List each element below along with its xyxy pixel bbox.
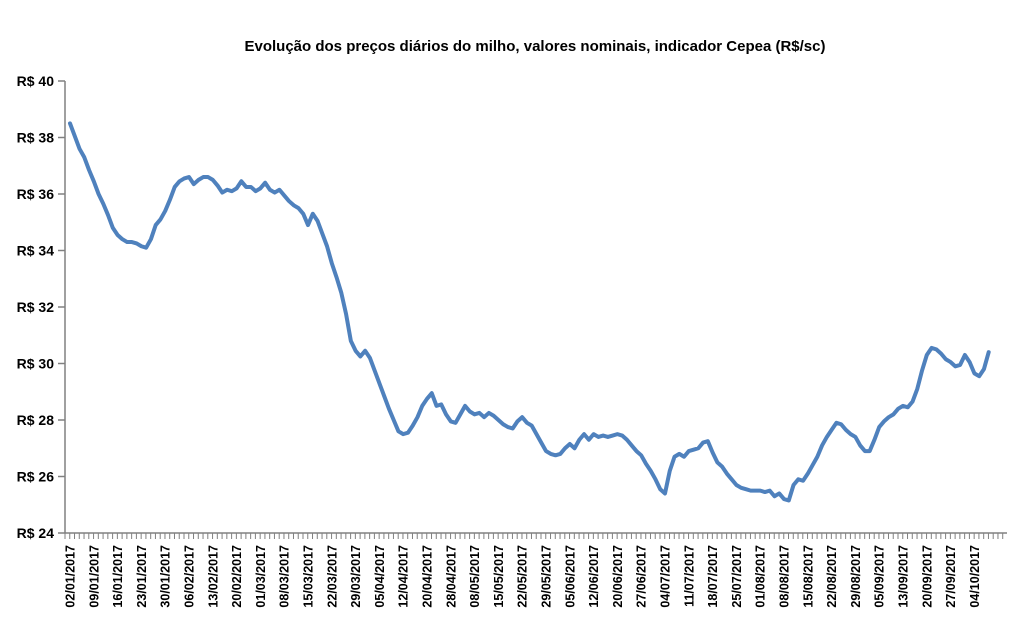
x-tick-label: 02/01/2017 bbox=[64, 545, 78, 608]
x-tick-label: 01/03/2017 bbox=[254, 545, 268, 608]
x-tick-label: 15/08/2017 bbox=[801, 545, 815, 608]
y-tick-label: R$ 34 bbox=[17, 243, 55, 259]
y-tick-label: R$ 26 bbox=[17, 469, 55, 485]
x-tick-label: 05/09/2017 bbox=[873, 545, 887, 608]
x-tick-label: 30/01/2017 bbox=[159, 545, 173, 608]
x-tick-label: 20/06/2017 bbox=[611, 545, 625, 608]
y-tick-label: R$ 24 bbox=[17, 525, 55, 541]
y-tick-label: R$ 32 bbox=[17, 299, 55, 315]
y-tick-label: R$ 38 bbox=[17, 130, 55, 146]
x-tick-label: 08/03/2017 bbox=[278, 545, 292, 608]
x-tick-label: 29/05/2017 bbox=[540, 545, 554, 608]
x-tick-label: 27/09/2017 bbox=[944, 545, 958, 608]
x-tick-label: 25/07/2017 bbox=[730, 545, 744, 608]
x-tick-label: 22/05/2017 bbox=[516, 545, 530, 608]
x-tick-label: 12/06/2017 bbox=[587, 545, 601, 608]
x-tick-label: 20/09/2017 bbox=[920, 545, 934, 608]
x-tick-label: 13/09/2017 bbox=[897, 545, 911, 608]
x-tick-label: 15/03/2017 bbox=[302, 545, 316, 608]
x-tick-label: 11/07/2017 bbox=[682, 545, 696, 607]
x-tick-label: 20/02/2017 bbox=[230, 545, 244, 608]
x-tick-label: 04/10/2017 bbox=[968, 545, 982, 608]
x-tick-label: 20/04/2017 bbox=[421, 545, 435, 608]
y-tick-label: R$ 28 bbox=[17, 412, 55, 428]
x-tick-label: 08/05/2017 bbox=[468, 545, 482, 608]
x-tick-label: 29/03/2017 bbox=[349, 545, 363, 608]
x-tick-label: 06/02/2017 bbox=[183, 545, 197, 608]
x-tick-label: 29/08/2017 bbox=[849, 545, 863, 608]
x-tick-label: 15/05/2017 bbox=[492, 545, 506, 608]
chart-title: Evolução dos preços diários do milho, va… bbox=[244, 38, 826, 55]
x-tick-label: 05/04/2017 bbox=[373, 545, 387, 608]
x-tick-label: 18/07/2017 bbox=[706, 545, 720, 608]
x-tick-label: 22/03/2017 bbox=[325, 545, 339, 608]
x-tick-label: 04/07/2017 bbox=[659, 545, 673, 608]
y-tick-label: R$ 30 bbox=[17, 356, 55, 372]
x-tick-label: 28/04/2017 bbox=[444, 545, 458, 608]
x-tick-label: 27/06/2017 bbox=[635, 545, 649, 608]
x-tick-label: 22/08/2017 bbox=[825, 545, 839, 608]
x-tick-label: 23/01/2017 bbox=[135, 545, 149, 608]
y-tick-label: R$ 40 bbox=[17, 73, 55, 89]
x-tick-label: 13/02/2017 bbox=[206, 545, 220, 608]
x-tick-label: 09/01/2017 bbox=[87, 545, 101, 608]
x-tick-label: 01/08/2017 bbox=[754, 545, 768, 608]
x-tick-label: 05/06/2017 bbox=[563, 545, 577, 608]
y-tick-label: R$ 36 bbox=[17, 186, 55, 202]
x-tick-label: 16/01/2017 bbox=[111, 545, 125, 608]
x-tick-label: 12/04/2017 bbox=[397, 545, 411, 608]
x-tick-label: 08/08/2017 bbox=[778, 545, 792, 608]
price-line bbox=[68, 121, 991, 503]
